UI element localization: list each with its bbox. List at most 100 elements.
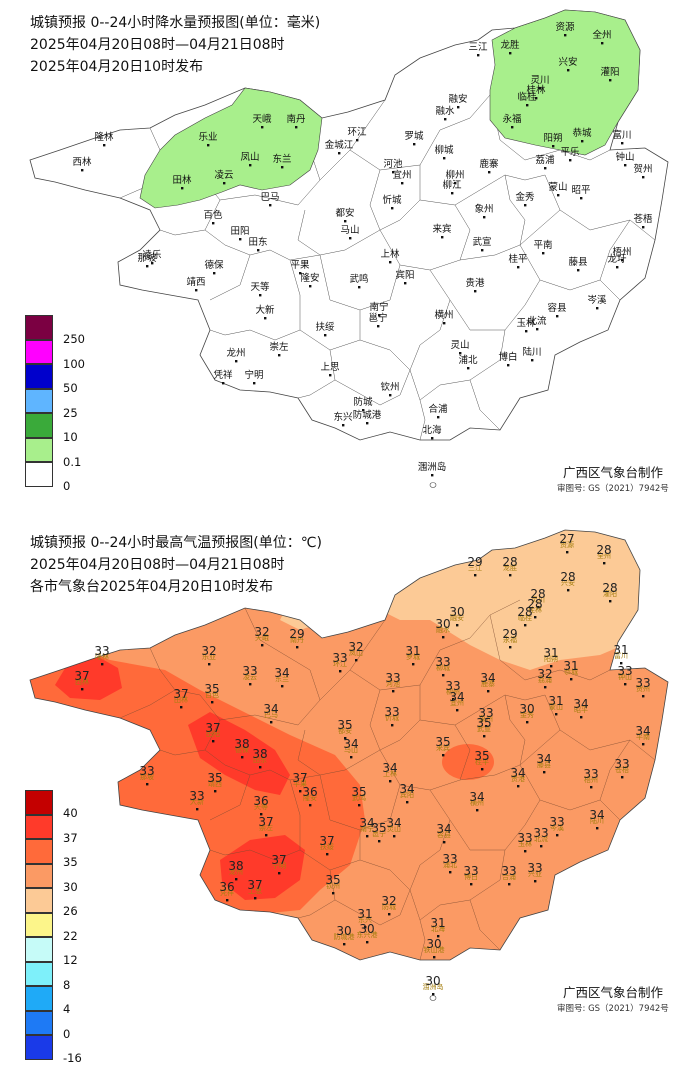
city-marker: 凌云 [214,169,234,185]
city-marker: 玉林 [516,317,536,333]
city-marker: 扶绥 [315,321,335,337]
temp-legend-label: -16 [63,1051,82,1065]
station-dot [624,683,627,686]
city-marker: 百色 [203,209,223,225]
station-dot [226,899,229,902]
city-name: 田林 [172,174,192,186]
city-dot [324,334,327,337]
city-marker: 横州 [434,309,454,325]
city-name: 南丹 [286,113,305,125]
station-name: 象州 [479,714,493,723]
station-name: 兴安 [561,578,575,587]
city-marker: 鹿寨 [479,158,499,174]
station-temperature: 33 [527,861,542,875]
city-dot [556,315,559,318]
city-dot [474,290,477,293]
station-dot [278,872,281,875]
station-temperature: 37 [74,669,89,683]
city-marker: 金秀 [515,191,535,207]
city-dot [269,204,272,207]
city-dot [517,266,520,269]
station-temperature: 32 [254,625,269,639]
city-marker: 苍梧 [633,213,653,229]
city-name: 荔浦 [535,154,555,166]
city-dot [441,236,444,239]
city-dot [213,272,216,275]
station-dot [474,574,477,577]
city-name: 贵港 [465,277,485,289]
city-marker: 德保 [204,259,224,275]
city-name: 靖西 [186,276,205,288]
station-temperature: 34 [399,782,414,796]
station-temperature: 32 [348,640,363,654]
city-dot [457,106,460,109]
city-name: 金秀 [515,191,535,203]
temp-map-title: 城镇预报 0--24小时最高气温预报图(单位：℃) [30,535,322,551]
city-name: 蒙山 [548,181,567,193]
station-dot [254,897,257,900]
station-name: 崇左 [259,823,273,832]
city-marker: 兴安 [558,56,578,72]
city-marker: 柳城 [434,144,454,160]
station-dot [470,883,473,886]
city-marker: 罗城 [404,131,424,146]
station-temperature: 37 [271,853,286,867]
station-name: 平果 [293,780,307,788]
city-dot [342,424,345,427]
city-marker: 贵港 [465,277,485,293]
station-temperature: 28 [602,581,617,595]
city-name: 东兰 [272,153,291,165]
station-temperature: 28 [502,555,517,569]
station-temperature: 34 [635,724,650,738]
city-marker: 融水 [435,105,455,121]
station-dot [259,766,262,769]
city-name: 三江 [468,42,488,53]
city-dot [624,164,627,167]
city-name: 防城 [353,396,373,408]
station-temperature: 38 [228,859,243,873]
station-temperature: 33 [242,664,257,678]
city-marker: 马山 [340,225,360,240]
city-name: 灵川 [530,75,549,86]
station-name: 陆川 [590,816,604,825]
city-dot [526,104,529,107]
station-dot [443,841,446,844]
city-marker: 荔浦 [535,154,555,170]
station-name: 全州 [597,551,611,560]
city-name: 全州 [592,29,611,41]
station-dot [534,880,537,883]
station-name: 容县 [437,830,451,839]
station-name: 隆安 [303,793,317,802]
city-dot [295,126,298,129]
city-marker: 岑溪 [587,294,607,310]
station-dot [524,624,527,627]
city-marker: 龙圩 [607,253,627,269]
station-temperature: 36 [302,785,317,799]
station-name: 龙州 [229,867,243,876]
station-dot [620,662,623,665]
city-name: 河池 [383,158,403,170]
rain-legend-swatch [25,388,53,413]
station-temperature: 34 [510,766,525,780]
city-marker: 灌阳 [600,66,620,82]
city-name: 东兴 [333,411,352,423]
station-name: 柳州 [446,687,460,696]
station-temperature: 34 [536,752,551,766]
city-name: 钟山 [615,151,634,163]
city-name: 龙胜 [500,39,520,51]
